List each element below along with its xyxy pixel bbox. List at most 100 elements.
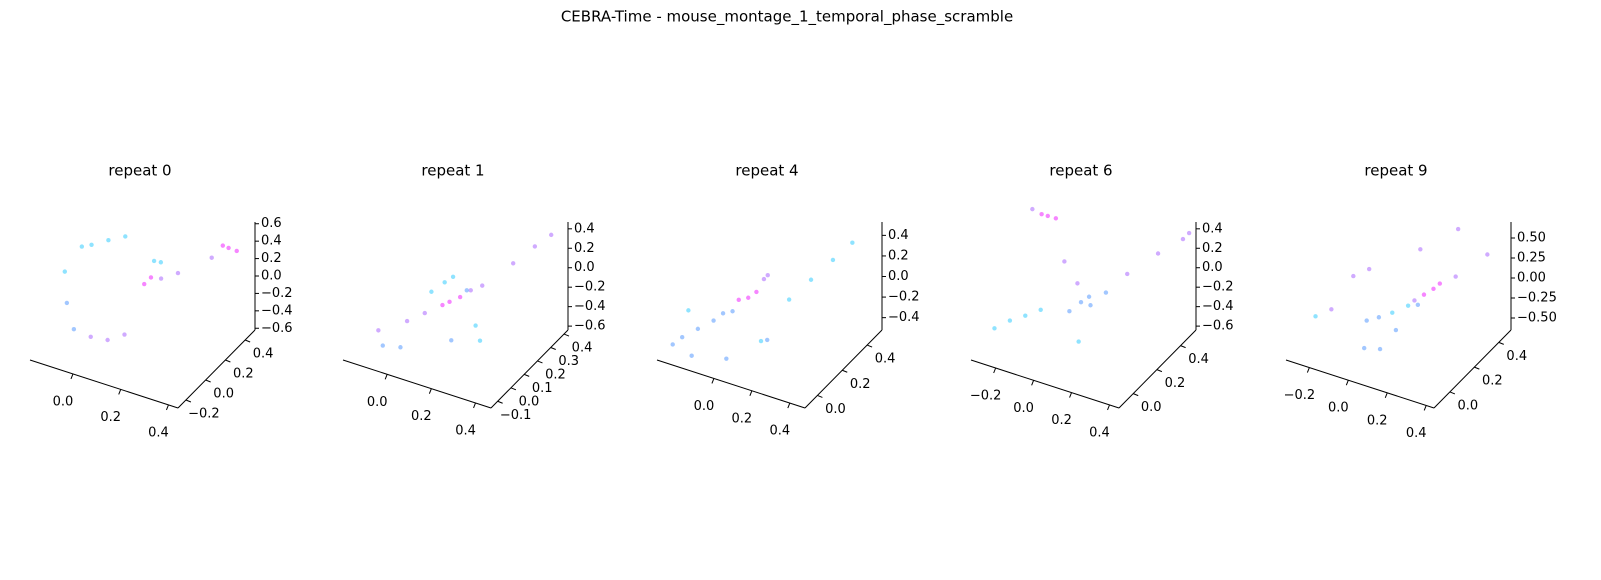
z-tick-label: −0.2	[261, 286, 293, 301]
point	[1007, 318, 1013, 323]
z-tick-label: −0.4	[261, 303, 293, 318]
z-tick-label: −0.4	[1202, 299, 1234, 314]
tick-mark	[70, 373, 74, 380]
point	[1412, 298, 1417, 303]
tick-mark	[384, 374, 388, 380]
tick-mark	[165, 404, 169, 411]
y-tick-label: 0.4	[1188, 352, 1209, 367]
point	[670, 342, 675, 347]
point	[1038, 307, 1043, 313]
tick-mark	[1423, 405, 1427, 411]
point	[1366, 266, 1372, 272]
point	[234, 248, 239, 254]
point	[1351, 273, 1356, 279]
x-tick-label: 0.4	[1089, 425, 1110, 440]
point	[105, 337, 110, 343]
point	[1377, 346, 1383, 352]
point	[175, 270, 181, 276]
point	[106, 237, 111, 243]
y-tick-label: 0.2	[1165, 376, 1186, 391]
z-tick-label: 0.0	[261, 269, 282, 284]
point	[730, 309, 735, 314]
tick-mark	[1107, 404, 1110, 411]
point	[158, 260, 164, 265]
point	[429, 289, 434, 294]
z-tick-label: −0.6	[1202, 319, 1234, 334]
point	[1103, 290, 1109, 295]
point	[398, 345, 403, 350]
point	[142, 281, 147, 287]
point	[679, 335, 685, 340]
tick-mark	[510, 387, 517, 391]
point	[151, 258, 157, 264]
point	[736, 297, 741, 303]
tick-mark	[225, 359, 231, 363]
point	[720, 311, 726, 316]
z-tick-label: 0.50	[1517, 231, 1546, 246]
point	[480, 283, 485, 288]
point	[761, 276, 767, 282]
point	[1045, 213, 1050, 219]
tick-mark	[1069, 392, 1073, 398]
subplot-title: repeat 6	[1049, 162, 1112, 180]
subplot-title: repeat 4	[735, 162, 798, 180]
x-tick-label: 0.4	[1406, 426, 1427, 441]
z-tick-label: −0.25	[1517, 291, 1557, 306]
point	[1088, 303, 1093, 308]
y-tick-label: 0.0	[825, 402, 846, 417]
z-tick-label: −0.2	[1202, 280, 1234, 295]
tick-mark	[537, 360, 543, 364]
y-tick-label: −0.2	[188, 407, 220, 422]
x-tick-label: −0.2	[1284, 388, 1316, 403]
x-tick-label: 0.4	[148, 425, 169, 440]
y-axis	[804, 329, 883, 409]
point	[442, 280, 447, 285]
point	[724, 356, 729, 361]
point	[148, 275, 154, 280]
tick-mark	[185, 399, 192, 403]
z-tick-label: 0.4	[1202, 221, 1223, 236]
z-tick-label: 0.2	[574, 241, 595, 256]
point	[88, 334, 93, 339]
tick-mark	[428, 388, 432, 394]
z-tick-label: 0.6	[261, 216, 282, 231]
x-tick-label: 0.0	[694, 399, 715, 414]
tick-mark	[524, 373, 530, 377]
tick-mark	[993, 367, 997, 374]
point	[404, 318, 410, 324]
y-axis	[490, 329, 569, 409]
point	[1076, 339, 1081, 344]
point	[808, 277, 814, 282]
point	[1039, 211, 1044, 217]
point	[1078, 299, 1084, 305]
point	[850, 240, 855, 245]
tick-mark	[497, 400, 503, 404]
point	[450, 274, 456, 279]
x-axis	[1285, 359, 1435, 409]
point	[1431, 286, 1436, 292]
point	[422, 310, 427, 316]
x-tick-label: 0.0	[53, 394, 74, 409]
x-tick-label: 0.4	[455, 423, 476, 438]
subplot-title: repeat 0	[108, 162, 171, 180]
point	[1418, 247, 1423, 252]
z-tick-label: 0.0	[574, 260, 595, 275]
tick-mark	[1180, 345, 1186, 349]
x-tick-label: 0.2	[1051, 413, 1072, 428]
z-tick-label: 0.2	[261, 251, 282, 266]
tick-mark	[1384, 392, 1388, 399]
tick-mark	[842, 369, 848, 373]
point	[1376, 315, 1382, 320]
point	[1125, 271, 1130, 277]
z-tick-label: −0.2	[888, 290, 920, 305]
tick-mark	[1031, 380, 1035, 386]
point	[89, 242, 94, 248]
z-tick-label: 0.4	[888, 228, 909, 243]
point	[1030, 206, 1035, 212]
point	[226, 245, 231, 251]
tick-mark	[787, 402, 791, 409]
z-tick-label: 0.0	[1202, 260, 1223, 275]
tick-mark	[205, 379, 211, 383]
point	[510, 261, 516, 266]
point	[689, 353, 694, 358]
